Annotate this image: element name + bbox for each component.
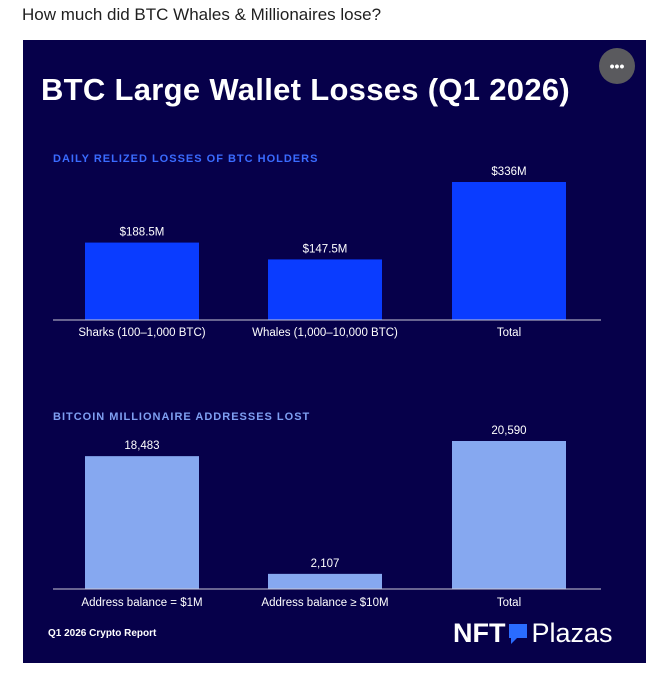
chart-1-category-label: Sharks (100–1,000 BTC) <box>78 327 205 339</box>
chart-2-value-label: 20,590 <box>491 425 526 437</box>
chart-2-bar <box>85 456 199 589</box>
chart-1-category-label: Whales (1,000–10,000 BTC) <box>252 327 398 339</box>
more-options-icon: ••• <box>609 58 625 74</box>
chart-1-value-label: $188.5M <box>120 227 165 239</box>
chart-2-category-label: Total <box>497 597 521 609</box>
chart-2-category-label: Address balance = $1M <box>81 597 202 609</box>
more-options-button[interactable]: ••• <box>599 48 635 84</box>
chart-2-bar <box>268 573 382 589</box>
chart-2-category-label: Address balance ≥ $10M <box>261 597 388 609</box>
question-text: How much did BTC Whales & Millionaires l… <box>22 5 382 24</box>
chart-1-bar <box>268 259 382 320</box>
brand-plazas-text: Plazas <box>531 618 613 648</box>
chart-1-bar <box>85 242 199 320</box>
chart-1-title: DAILY RELIZED LOSSES OF BTC HOLDERS <box>53 153 318 165</box>
brand-nft-text: NFT <box>453 618 506 648</box>
brand-logo: NFT Plazas <box>453 618 613 649</box>
infographic-title: BTC Large Wallet Losses (Q1 2026) <box>41 72 571 107</box>
chart-1-bar <box>452 182 566 320</box>
infographic-card: BTC Large Wallet Losses (Q1 2026) ••• DA… <box>23 40 646 663</box>
chart-2-bar <box>452 441 566 589</box>
chart-2-value-label: 2,107 <box>311 558 340 570</box>
chart-1-value-label: $147.5M <box>303 243 348 255</box>
chart-1-value-label: $336M <box>491 166 526 178</box>
bar-charts: DAILY RELIZED LOSSES OF BTC HOLDERS $188.… <box>53 153 601 609</box>
report-label: Q1 2026 Crypto Report <box>48 628 157 639</box>
chart-2-title: BITCOIN MILLIONAIRE ADDRESSES LOST <box>53 411 310 423</box>
brand-flag-icon <box>509 623 528 644</box>
chart-2-value-label: 18,483 <box>124 440 159 452</box>
chart-1-category-label: Total <box>497 327 521 339</box>
